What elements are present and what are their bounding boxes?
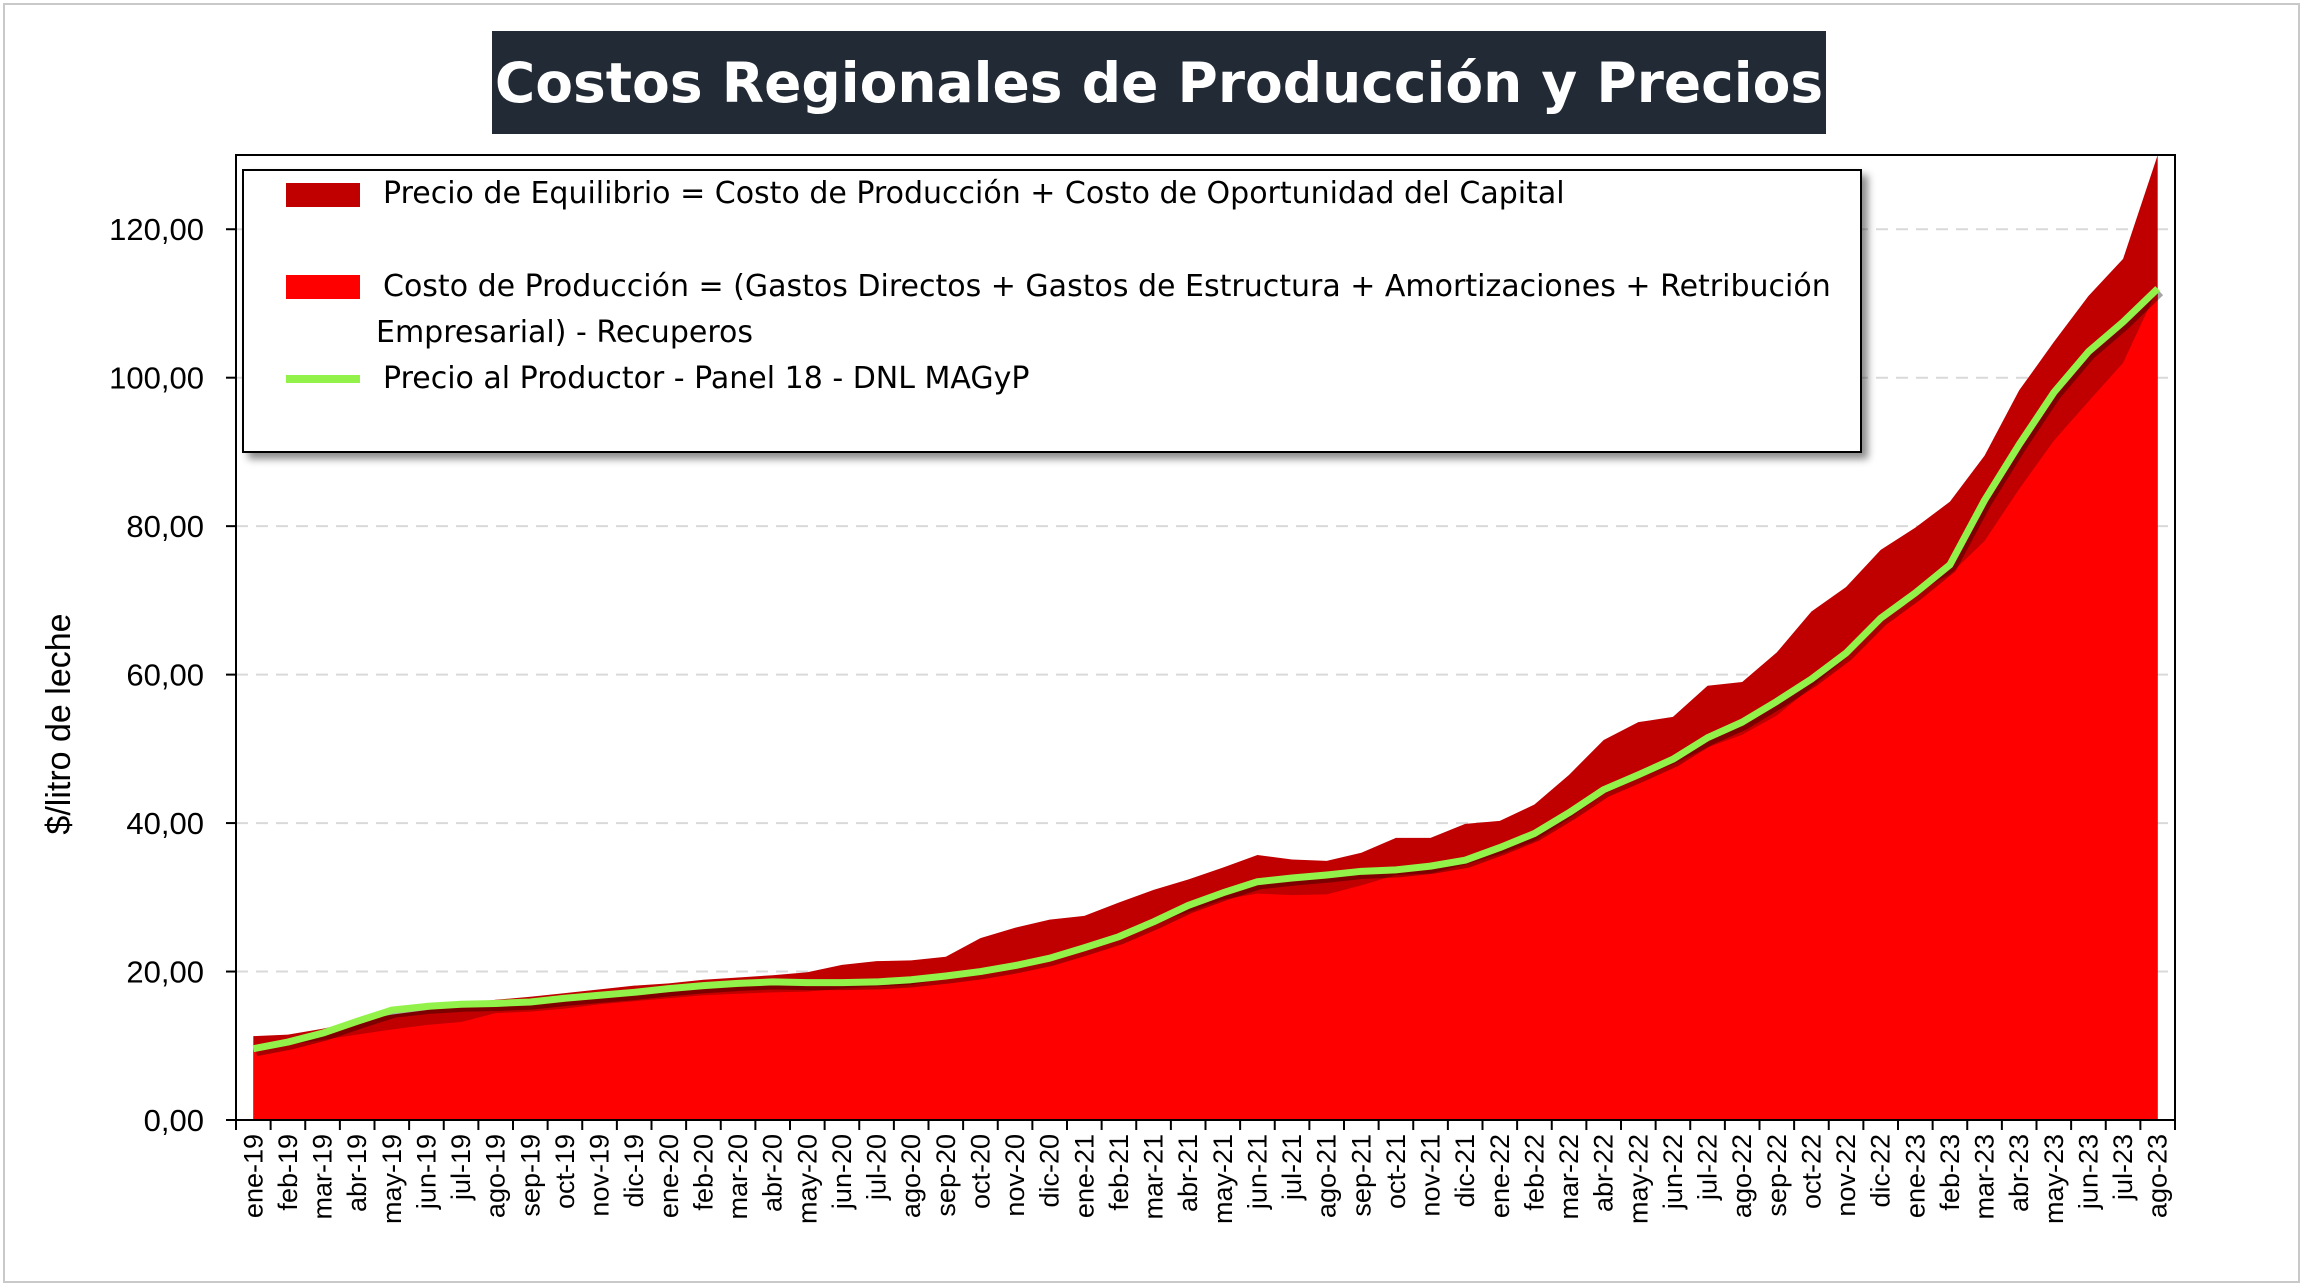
x-axis-ticks: ene-19 feb-19 mar-19 abr-19 may-19 jun-19 jul-… [235,1120,2176,1224]
x-tick-label-39: abr-22 [1589,1134,1619,1212]
chart-title: Costos Regionales de Producción y Precio… [494,50,1824,115]
x-tick-label-37: feb-22 [1519,1134,1549,1211]
y-tick-label-2: 40,00 [126,806,204,841]
legend-label-cost: Costo de Producción = (Gastos Directos +… [376,269,1840,350]
x-tick-label-46: nov-22 [1831,1134,1861,1217]
y-axis-ticks: 0,00 20,00 40,00 60,00 80,00 100,00 120,00 [109,212,236,1138]
x-tick-label-40: may-22 [1623,1134,1653,1224]
x-tick-label-48: ene-23 [1900,1134,1930,1218]
y-tick-label-4: 80,00 [126,509,204,544]
legend-swatch-cost [286,275,360,299]
x-tick-label-45: oct-22 [1796,1134,1826,1209]
x-tick-label-13: feb-20 [688,1134,718,1211]
x-tick-label-19: ago-20 [896,1134,926,1218]
x-tick-label-9: oct-19 [550,1134,580,1209]
x-tick-label-4: may-19 [377,1134,407,1224]
x-tick-label-36: ene-22 [1485,1134,1515,1218]
x-tick-label-15: abr-20 [758,1134,788,1212]
x-tick-label-5: jun-19 [411,1134,441,1210]
x-tick-label-28: may-21 [1208,1134,1238,1224]
x-tick-label-25: feb-21 [1104,1134,1134,1211]
x-tick-label-18: jul-20 [862,1134,892,1201]
x-tick-label-49: feb-23 [1935,1134,1965,1211]
x-tick-label-24: ene-21 [1069,1134,1099,1218]
legend: Precio de Equilibrio = Costo de Producci… [242,169,1862,453]
x-tick-label-31: ago-21 [1312,1134,1342,1218]
x-tick-label-10: nov-19 [585,1134,615,1217]
x-tick-label-17: jun-20 [827,1134,857,1210]
x-tick-label-34: nov-21 [1416,1134,1446,1217]
x-tick-label-32: sep-21 [1346,1134,1376,1217]
x-tick-label-43: ago-22 [1727,1134,1757,1218]
x-tick-label-29: jun-21 [1242,1134,1272,1210]
x-tick-label-55: ago-23 [2143,1134,2173,1218]
line-producer-price-shadow [255,290,2164,1057]
line-series [252,286,2164,1057]
x-tick-label-6: jul-19 [446,1134,476,1201]
x-tick-label-51: abr-23 [2004,1134,2034,1212]
x-tick-label-1: feb-19 [273,1134,303,1211]
x-tick-label-27: abr-21 [1173,1134,1203,1212]
chart-title-box: Costos Regionales de Producción y Precio… [492,31,1826,134]
legend-swatch-equilibrium [286,183,360,207]
line-producer-price [252,286,2161,1053]
x-tick-label-54: jul-23 [2108,1134,2138,1201]
x-tick-label-30: jul-21 [1277,1134,1307,1201]
x-tick-label-33: oct-21 [1381,1134,1411,1209]
x-tick-label-42: jul-22 [1693,1134,1723,1201]
x-tick-label-35: dic-21 [1450,1134,1480,1208]
x-tick-label-47: dic-22 [1866,1134,1896,1208]
x-tick-label-38: mar-22 [1554,1134,1584,1220]
y-tick-label-6: 120,00 [109,212,204,247]
y-axis-label: $/litro de leche [40,613,78,834]
x-tick-label-21: oct-20 [965,1134,995,1209]
y-tick-label-1: 20,00 [126,955,204,990]
x-tick-label-16: may-20 [792,1134,822,1224]
y-tick-label-5: 100,00 [109,361,204,396]
x-tick-label-12: ene-20 [654,1134,684,1218]
x-tick-label-20: sep-20 [931,1134,961,1217]
legend-box [242,169,1862,453]
x-tick-label-50: mar-23 [1970,1134,2000,1220]
area-series [253,155,2158,1121]
x-tick-label-7: ago-19 [481,1134,511,1218]
x-tick-label-0: ene-19 [238,1134,268,1218]
y-tick-label-3: 60,00 [126,658,204,693]
legend-label-price: Precio al Productor - Panel 18 - DNL MAG… [383,361,1029,396]
x-tick-label-22: nov-20 [1000,1134,1030,1217]
area-production-cost [253,288,2158,1121]
legend-label-equilibrium: Precio de Equilibrio = Costo de Producci… [383,176,1565,211]
legend-label-cost-line1: Costo de Producción = (Gastos Directos +… [383,269,1831,304]
x-tick-label-41: jun-22 [1658,1134,1688,1210]
x-tick-label-53: jun-23 [2073,1134,2103,1210]
y-tick-label-0: 0,00 [144,1103,204,1138]
x-tick-label-52: may-23 [2039,1134,2069,1224]
x-tick-label-3: abr-19 [342,1134,372,1212]
x-tick-label-44: sep-22 [1762,1134,1792,1217]
x-tick-label-14: mar-20 [723,1134,753,1220]
x-tick-label-8: sep-19 [515,1134,545,1217]
x-tick-label-23: dic-20 [1035,1134,1065,1208]
x-tick-label-26: mar-21 [1139,1134,1169,1220]
legend-label-cost-line2: Empresarial) - Recuperos [376,315,753,350]
x-tick-label-11: dic-19 [619,1134,649,1208]
x-tick-label-2: mar-19 [308,1134,338,1220]
